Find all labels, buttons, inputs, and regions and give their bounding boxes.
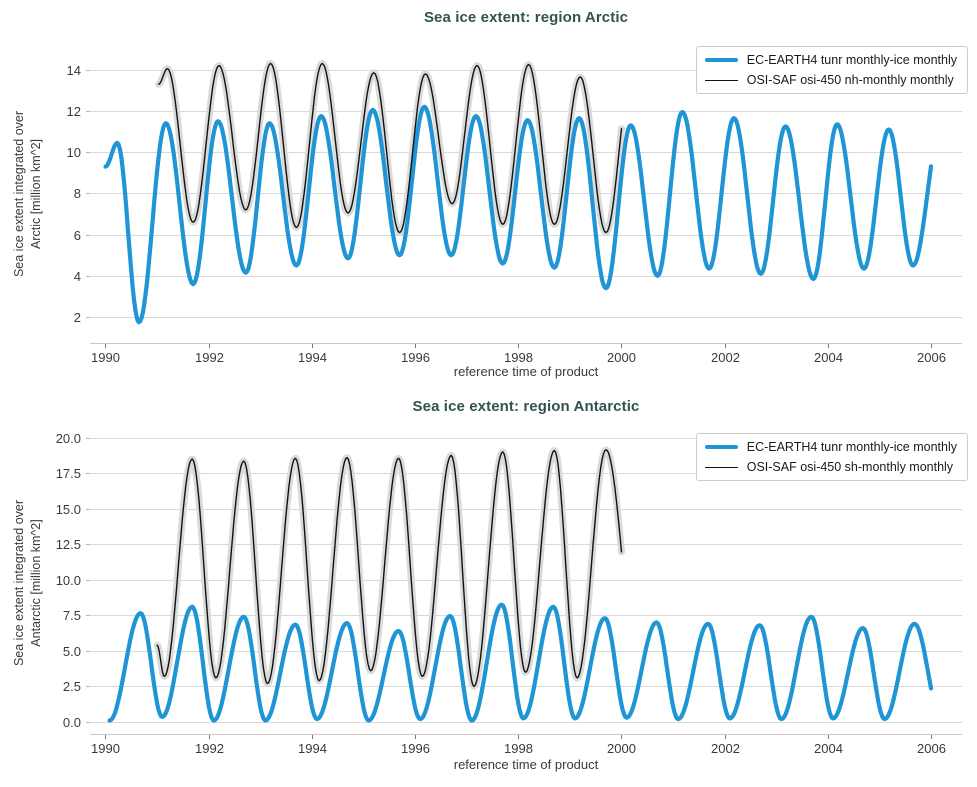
- antarctic-y-axis-label: Sea ice extent integrated over Antarctic…: [12, 499, 43, 667]
- y-tick-label: 15.0: [56, 502, 81, 517]
- x-tick-label: 1990: [91, 350, 120, 365]
- legend-line-swatch: [704, 445, 738, 449]
- legend-line-swatch: [704, 466, 738, 468]
- y-tick-label: 6: [74, 228, 81, 243]
- antarctic-chart-title: Sea ice extent: region Antarctic: [412, 398, 640, 415]
- y-tick-label: 10: [67, 145, 81, 160]
- x-tick-label: 2002: [711, 741, 740, 756]
- x-tick-label: 2000: [607, 350, 636, 365]
- x-tick-label: 2002: [711, 350, 740, 365]
- legend-item: EC-EARTH4 tunr monthly-ice monthly: [704, 438, 957, 456]
- legend-line-swatch: [704, 58, 738, 62]
- series-line-osi-saf: [156, 449, 623, 688]
- legend-line-swatch: [704, 79, 738, 81]
- antarctic-legend: EC-EARTH4 tunr monthly-ice monthly OSI-SA…: [695, 433, 968, 481]
- x-tick-label: 2006: [917, 350, 946, 365]
- y-tick-label: 8: [74, 186, 81, 201]
- y-tick-label: 14: [67, 63, 81, 78]
- arctic-y-axis-label: Sea ice extent integrated over Arctic [m…: [12, 110, 43, 278]
- series-line-ec-earth4: [107, 602, 934, 723]
- y-tick-label: 10.0: [56, 573, 81, 588]
- legend-item: OSI-SAF osi-450 nh-monthly monthly: [704, 71, 957, 89]
- y-tick-label: 20.0: [56, 431, 81, 446]
- y-tick-label: 2.5: [63, 679, 81, 694]
- x-tick-label: 1994: [298, 350, 327, 365]
- antarctic-x-axis-label: reference time of product: [453, 757, 599, 772]
- x-tick-label: 1990: [91, 741, 120, 756]
- legend-label: EC-EARTH4 tunr monthly-ice monthly: [746, 440, 957, 454]
- x-tick-label: 2006: [917, 741, 946, 756]
- legend-label: OSI-SAF osi-450 nh-monthly monthly: [746, 73, 954, 87]
- y-tick-label: 17.5: [56, 466, 81, 481]
- legend-label: OSI-SAF osi-450 sh-monthly monthly: [746, 460, 954, 474]
- x-tick-label: 2004: [814, 741, 843, 756]
- legend-label: EC-EARTH4 tunr monthly-ice monthly: [746, 53, 957, 67]
- x-tick-label: 1998: [504, 350, 533, 365]
- x-tick-label: 1996: [401, 350, 430, 365]
- x-tick-label: 1996: [401, 741, 430, 756]
- series-line-osi-saf: [157, 62, 623, 234]
- arctic-chart-title: Sea ice extent: region Arctic: [423, 9, 629, 26]
- y-tick-label: 5.0: [63, 644, 81, 659]
- x-tick-label: 2004: [814, 350, 843, 365]
- x-tick-label: 1994: [298, 741, 327, 756]
- y-tick-label: 12: [67, 104, 81, 119]
- y-tick-label: 0.0: [63, 715, 81, 730]
- arctic-legend: EC-EARTH4 tunr monthly-ice monthly OSI-SA…: [695, 46, 968, 94]
- x-tick-label: 2000: [607, 741, 636, 756]
- y-tick-label: 2: [74, 310, 81, 325]
- x-tick-label: 1998: [504, 741, 533, 756]
- arctic-x-axis-label: reference time of product: [453, 364, 599, 379]
- y-tick-label: 7.5: [63, 608, 81, 623]
- y-tick-label: 4: [74, 269, 81, 284]
- legend-item: EC-EARTH4 tunr monthly-ice monthly: [704, 51, 957, 69]
- series-line-ec-earth4: [103, 104, 934, 325]
- y-tick-label: 12.5: [56, 537, 81, 552]
- x-tick-label: 1992: [195, 350, 224, 365]
- x-tick-label: 1992: [195, 741, 224, 756]
- legend-item: OSI-SAF osi-450 sh-monthly monthly: [704, 458, 957, 476]
